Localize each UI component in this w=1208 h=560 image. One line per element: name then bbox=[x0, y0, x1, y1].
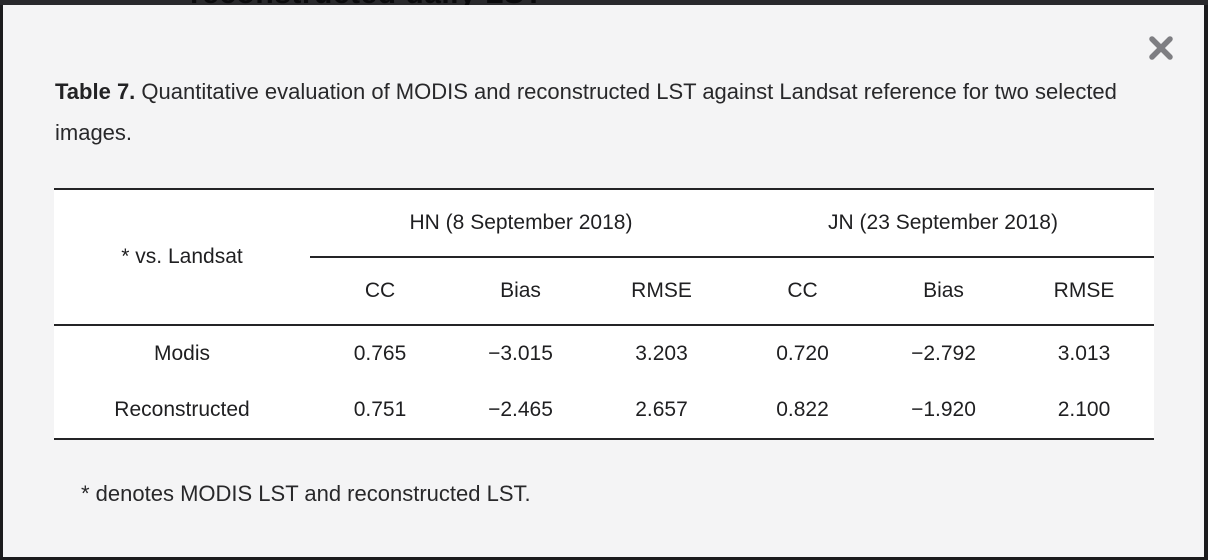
occluded-page-text: reconstructed daily LST bbox=[190, 0, 543, 5]
data-cell: 3.013 bbox=[1057, 342, 1111, 365]
data-cell: −2.792 bbox=[911, 342, 976, 365]
table-row-modis: Modis 0.765 −3.015 3.203 0.720 −2.792 3.… bbox=[54, 325, 1154, 382]
caption-text: Quantitative evaluation of MODIS and rec… bbox=[55, 79, 1117, 145]
row-label: Reconstructed bbox=[114, 398, 250, 421]
results-table: * vs. Landsat HN (8 September 2018) JN (… bbox=[54, 188, 1154, 440]
data-cell: 0.720 bbox=[776, 342, 829, 365]
group-header-hn: HN (8 September 2018) bbox=[310, 189, 732, 258]
table-caption: Table 7. Quantitative evaluation of MODI… bbox=[55, 71, 1165, 153]
close-icon bbox=[1149, 36, 1173, 60]
column-header-cc-jn: CC bbox=[732, 257, 873, 326]
column-header-bias-jn: Bias bbox=[873, 257, 1014, 326]
group-header-row: * vs. Landsat HN (8 September 2018) JN (… bbox=[54, 189, 1154, 326]
column-header-rmse-hn: RMSE bbox=[591, 257, 732, 326]
data-cell: 0.765 bbox=[353, 342, 407, 365]
data-cell: −2.465 bbox=[488, 398, 553, 421]
table-container: * vs. Landsat HN (8 September 2018) JN (… bbox=[54, 188, 1154, 440]
data-cell: 2.657 bbox=[635, 398, 688, 421]
data-cell: −1.920 bbox=[911, 398, 976, 421]
column-header-cc-hn: CC bbox=[310, 257, 450, 326]
row-header-cell: * vs. Landsat bbox=[54, 189, 310, 326]
caption-label: Table 7. bbox=[55, 79, 136, 104]
metric-header-row: CC Bias RMSE CC Bias RMSE bbox=[54, 257, 1154, 326]
column-header-bias-hn: Bias bbox=[450, 257, 591, 326]
data-cell: 0.822 bbox=[776, 398, 829, 421]
row-label: Modis bbox=[153, 342, 211, 365]
table-row-reconstructed: Reconstructed 0.751 −2.465 2.657 0.822 −… bbox=[54, 382, 1154, 439]
data-cell: 2.100 bbox=[1057, 398, 1111, 421]
data-cell: 3.203 bbox=[635, 342, 688, 365]
data-cell: 0.751 bbox=[353, 398, 407, 421]
table-footnote: * denotes MODIS LST and reconstructed LS… bbox=[81, 481, 531, 506]
page-backdrop-strip: reconstructed daily LST bbox=[0, 0, 1208, 5]
column-header-rmse-jn: RMSE bbox=[1014, 257, 1154, 326]
group-header-jn: JN (23 September 2018) bbox=[732, 189, 1154, 258]
close-button[interactable] bbox=[1142, 29, 1180, 67]
data-cell: −3.015 bbox=[488, 342, 553, 365]
table-lightbox-modal: Table 7. Quantitative evaluation of MODI… bbox=[3, 5, 1204, 557]
